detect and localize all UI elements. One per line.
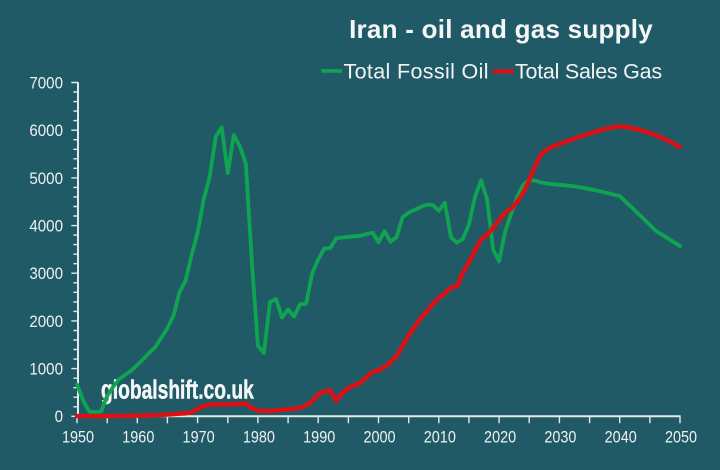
svg-text:2010: 2010	[424, 429, 456, 447]
svg-text:1960: 1960	[122, 429, 154, 447]
svg-text:2040: 2040	[605, 429, 637, 447]
svg-text:2000: 2000	[363, 429, 395, 447]
svg-text:1990: 1990	[303, 429, 335, 447]
svg-text:6000: 6000	[29, 121, 63, 140]
svg-text:1000: 1000	[29, 360, 63, 379]
svg-text:1980: 1980	[243, 429, 275, 447]
svg-text:Total Fossil Oil: Total Fossil Oil	[344, 59, 489, 83]
svg-text:globalshift.co.uk: globalshift.co.uk	[101, 375, 254, 405]
svg-text:4000: 4000	[29, 217, 63, 236]
svg-text:5000: 5000	[29, 169, 63, 188]
svg-text:2000: 2000	[29, 312, 63, 331]
svg-text:2020: 2020	[484, 429, 516, 447]
svg-text:1950: 1950	[62, 429, 94, 447]
svg-text:Total Sales Gas: Total Sales Gas	[515, 59, 662, 83]
svg-text:7000: 7000	[29, 74, 63, 93]
svg-text:2050: 2050	[665, 429, 697, 447]
svg-text:2030: 2030	[544, 429, 576, 447]
svg-text:0: 0	[55, 407, 63, 426]
svg-text:Iran - oil and gas supply: Iran - oil and gas supply	[349, 14, 653, 44]
svg-text:3000: 3000	[29, 264, 63, 283]
svg-text:1970: 1970	[183, 429, 215, 447]
